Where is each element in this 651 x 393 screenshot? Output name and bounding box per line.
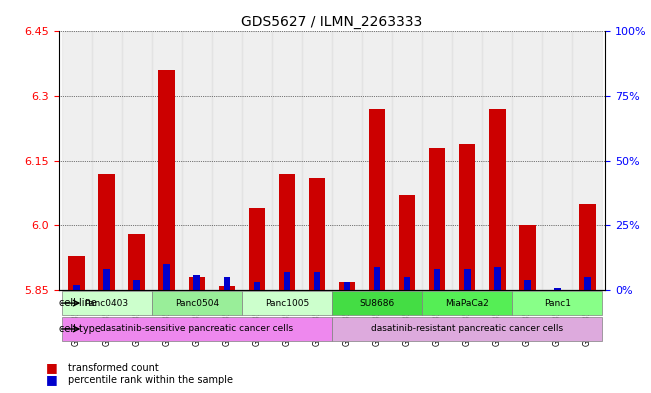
Text: dasatinib-resistant pancreatic cancer cells: dasatinib-resistant pancreatic cancer ce… — [371, 325, 563, 334]
Bar — [279, 174, 295, 290]
Bar — [542, 31, 572, 290]
Bar — [554, 288, 561, 290]
Bar — [152, 31, 182, 290]
Text: MiaPaCa2: MiaPaCa2 — [445, 299, 489, 308]
Bar — [212, 31, 242, 290]
Bar — [62, 31, 92, 290]
Bar — [429, 148, 445, 290]
Bar — [182, 31, 212, 290]
Bar — [524, 280, 531, 290]
Text: Panc1: Panc1 — [544, 299, 571, 308]
Bar — [332, 31, 362, 290]
FancyBboxPatch shape — [332, 292, 422, 315]
Bar — [302, 31, 332, 290]
Bar — [482, 31, 512, 290]
Bar — [452, 31, 482, 290]
Bar — [163, 264, 170, 290]
Text: transformed count: transformed count — [68, 364, 159, 373]
Text: ■: ■ — [46, 373, 57, 386]
Bar — [104, 270, 110, 290]
Bar — [519, 226, 536, 290]
FancyBboxPatch shape — [152, 292, 242, 315]
Text: percentile rank within the sample: percentile rank within the sample — [68, 375, 233, 385]
Text: ■: ■ — [46, 362, 57, 375]
Text: cell line: cell line — [59, 298, 97, 308]
Bar — [219, 286, 235, 290]
Text: SU8686: SU8686 — [359, 299, 395, 308]
FancyBboxPatch shape — [422, 292, 512, 315]
Bar — [489, 109, 506, 290]
Text: Panc1005: Panc1005 — [265, 299, 309, 308]
Bar — [404, 277, 410, 290]
Bar — [74, 285, 80, 290]
Bar — [223, 277, 230, 290]
FancyBboxPatch shape — [242, 292, 332, 315]
Bar — [374, 267, 380, 290]
Bar — [362, 31, 392, 290]
Bar — [254, 283, 260, 290]
Bar — [133, 280, 140, 290]
Text: cell type: cell type — [59, 324, 101, 334]
Bar — [68, 256, 85, 290]
Bar — [572, 31, 602, 290]
Bar — [98, 174, 115, 290]
Text: Panc0504: Panc0504 — [174, 299, 219, 308]
Bar — [392, 31, 422, 290]
Bar — [579, 204, 596, 290]
Bar — [422, 31, 452, 290]
Bar — [158, 70, 175, 290]
FancyBboxPatch shape — [512, 292, 602, 315]
Bar — [189, 277, 205, 290]
Bar — [193, 275, 200, 290]
Bar — [272, 31, 302, 290]
Bar — [284, 272, 290, 290]
Bar — [314, 272, 320, 290]
FancyBboxPatch shape — [62, 292, 152, 315]
FancyBboxPatch shape — [62, 317, 332, 341]
Bar — [128, 234, 145, 290]
Bar — [344, 283, 350, 290]
Bar — [92, 31, 122, 290]
Bar — [459, 143, 475, 290]
Bar — [122, 31, 152, 290]
FancyBboxPatch shape — [332, 317, 602, 341]
Bar — [339, 281, 355, 290]
Bar — [242, 31, 272, 290]
Bar — [494, 267, 501, 290]
Bar — [584, 277, 590, 290]
Bar — [512, 31, 542, 290]
Text: dasatinib-sensitive pancreatic cancer cells: dasatinib-sensitive pancreatic cancer ce… — [100, 325, 294, 334]
Bar — [434, 270, 441, 290]
Bar — [249, 208, 265, 290]
Bar — [309, 178, 326, 290]
Bar — [369, 109, 385, 290]
Title: GDS5627 / ILMN_2263333: GDS5627 / ILMN_2263333 — [242, 15, 422, 29]
Bar — [399, 195, 415, 290]
Text: Panc0403: Panc0403 — [85, 299, 129, 308]
Bar — [464, 270, 471, 290]
